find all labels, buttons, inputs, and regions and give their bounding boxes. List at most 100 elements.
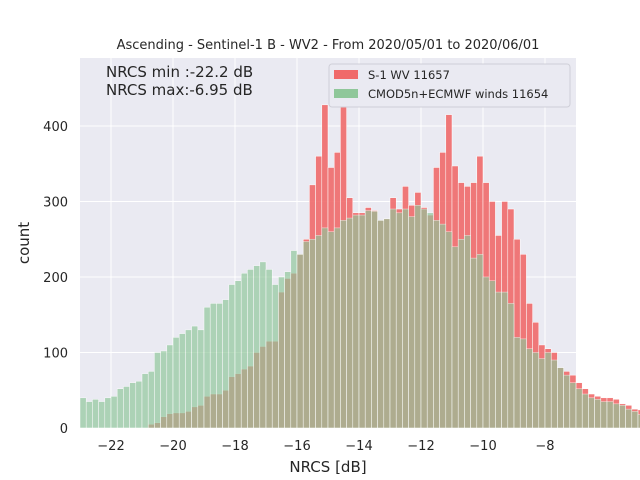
histogram-bar-series-2	[160, 350, 168, 429]
y-tick-labels: 0 100 200 300 400	[43, 120, 68, 437]
x-tick-label: −8	[535, 439, 554, 454]
histogram-bar-series-2	[166, 344, 174, 429]
histogram-bar-series-2	[526, 348, 533, 429]
histogram-bar-series-2	[395, 212, 403, 429]
histogram-bar-series-2	[433, 220, 440, 429]
histogram-bar-series-2	[240, 272, 248, 429]
histogram-bar-series-2	[457, 238, 465, 429]
histogram-bar-series-2	[85, 401, 93, 429]
x-tick-label: −22	[97, 439, 124, 454]
nrcs-max-annotation: NRCS max:-6.95 dB	[106, 81, 253, 99]
histogram-bar-series-2	[488, 280, 496, 429]
histogram-bar-series-2	[532, 352, 540, 429]
histogram-bar-series-2	[575, 388, 583, 429]
histogram-bar-series-2	[247, 269, 254, 429]
histogram-bar-series-2	[197, 329, 205, 429]
histogram-bar-series-2	[290, 250, 298, 429]
histogram-bar-series-2	[600, 401, 608, 429]
legend-label-series-2: CMOD5n+ECMWF winds 11654	[368, 87, 548, 101]
histogram-bar-series-2	[470, 257, 478, 429]
histogram-bar-series-2	[234, 280, 242, 429]
x-tick-label: −16	[283, 439, 310, 454]
y-tick-label: 100	[43, 346, 68, 361]
histogram-bar-series-2	[222, 299, 230, 429]
histogram-bar-series-2	[253, 265, 261, 429]
histogram-bar-series-2	[358, 214, 366, 429]
x-tick-label: −10	[469, 439, 496, 454]
histogram-bar-series-2	[216, 303, 223, 429]
x-tick-label: −18	[221, 439, 248, 454]
histogram-bar-series-2	[550, 359, 558, 429]
legend-label-series-1: S-1 WV 11657	[368, 68, 450, 82]
histogram-bar-series-2	[606, 401, 614, 429]
histogram-bar-series-2	[451, 246, 459, 429]
histogram-bar-series-2	[371, 211, 378, 429]
histogram-bar-series-2	[116, 388, 124, 429]
histogram-bar-series-2	[315, 235, 323, 429]
histogram-bar-series-2	[129, 382, 137, 429]
histogram-bar-series-2	[92, 399, 99, 429]
histogram-bar-series-2	[383, 218, 391, 429]
histogram-bar-series-2	[588, 397, 595, 429]
histogram-bar-series-2	[439, 223, 447, 429]
histogram-bar-series-2	[191, 325, 199, 429]
histogram-bar-series-2	[302, 241, 310, 429]
histogram-bar-series-2	[631, 411, 639, 429]
histogram-bar-series-2	[501, 291, 509, 429]
x-tick-label: −12	[407, 439, 434, 454]
nrcs-min-annotation: NRCS min :-22.2 dB	[106, 63, 253, 81]
histogram-bar-series-2	[203, 306, 211, 429]
histogram-bar-series-2	[296, 254, 304, 429]
histogram-bar-series-2	[377, 220, 385, 429]
histogram-bar-series-2	[426, 212, 434, 429]
histogram-bar-series-2	[271, 284, 279, 429]
histogram-bar-series-2	[154, 352, 161, 429]
histogram-bar-series-2	[637, 414, 640, 429]
histogram-bar-series-2	[594, 399, 602, 429]
histogram-bar-series-2	[519, 338, 527, 429]
histogram-bar-series-2	[414, 204, 422, 429]
histogram-bar-series-2	[507, 303, 515, 429]
histogram-bar-series-2	[228, 284, 236, 429]
histogram-bar-series-2	[464, 235, 471, 429]
histogram-bar-series-2	[209, 303, 217, 429]
histogram-bar-series-2	[147, 371, 155, 429]
histogram-bar-series-2	[104, 397, 112, 429]
y-axis-label: count	[15, 222, 33, 264]
histogram-bar-series-2	[495, 291, 502, 429]
histogram-bar-series-2	[538, 358, 546, 429]
histogram-bar-series-2	[178, 333, 186, 429]
chart-title: Ascending - Sentinel-1 B - WV2 - From 20…	[117, 38, 540, 53]
histogram-bar-series-2	[557, 367, 564, 429]
x-axis-label: NRCS [dB]	[289, 458, 366, 476]
histogram-bar-series-2	[321, 227, 329, 429]
y-tick-label: 400	[43, 120, 68, 135]
histogram-bar-series-2	[340, 220, 347, 429]
histogram-bar-series-2	[265, 269, 273, 429]
histogram-bar-series-2	[569, 382, 577, 429]
histogram-bar-series-2	[135, 380, 143, 429]
histogram-bar-series-2	[110, 396, 118, 429]
histogram-bar-series-2	[172, 337, 180, 429]
histogram-bar-series-2	[482, 276, 490, 429]
histogram-bar-series-2	[141, 373, 149, 429]
legend-swatch-series-1	[334, 70, 358, 79]
y-tick-label: 200	[43, 271, 68, 286]
histogram-bar-series-2	[612, 403, 620, 429]
histogram-bar-series-2	[352, 214, 360, 429]
histogram-bar-series-2	[98, 401, 106, 429]
legend-swatch-series-2	[334, 89, 358, 98]
histogram-bar-series-2	[563, 374, 571, 429]
x-tick-label: −20	[159, 439, 186, 454]
histogram-bar-series-2	[445, 231, 453, 429]
histogram-bar-series-2	[625, 408, 633, 429]
histogram-bar-series-2	[309, 238, 316, 429]
histogram-bar-series-2	[544, 352, 552, 429]
histogram-bar-series-2	[476, 254, 484, 429]
histogram-bar-series-2	[185, 329, 192, 429]
histogram-bar-series-2	[346, 217, 354, 429]
histogram-bar-series-2	[420, 208, 428, 429]
histogram-bar-series-2	[513, 337, 521, 429]
histogram-bar-series-2	[389, 208, 397, 429]
